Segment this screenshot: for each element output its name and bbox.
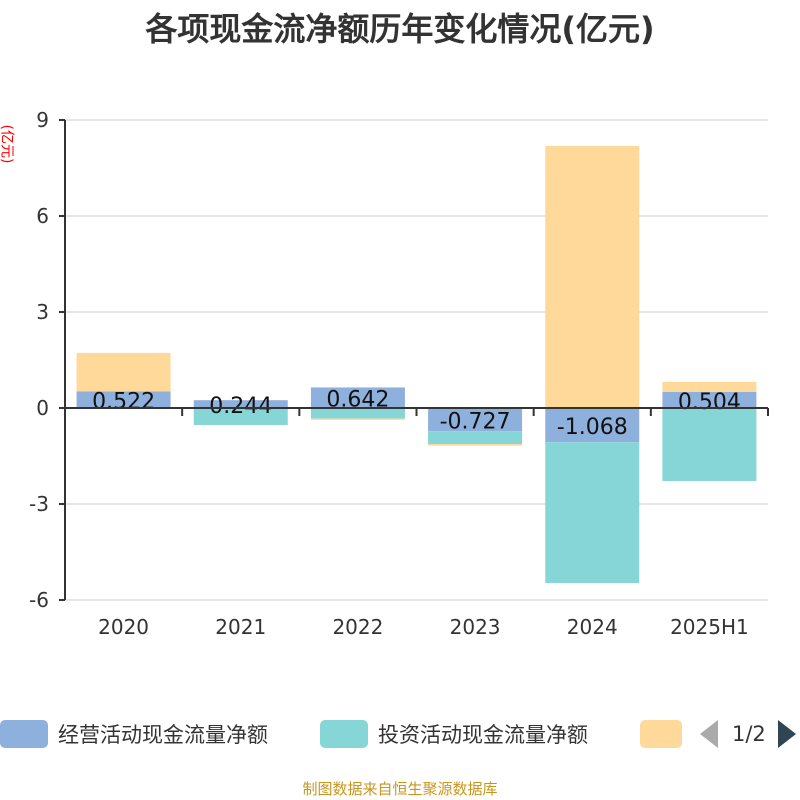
legend-swatch xyxy=(640,720,682,748)
bar-2020-series-0 xyxy=(76,391,171,408)
bar-2024-series-2 xyxy=(545,145,640,409)
chart-title: 各项现金流净额历年变化情况(亿元) xyxy=(145,10,655,48)
data-label: 0.522 xyxy=(92,390,155,415)
data-label: 0.244 xyxy=(209,394,272,419)
x-tick-label: 2024 xyxy=(567,615,618,639)
prev-page-icon[interactable] xyxy=(700,720,718,748)
bar-2022-series-2 xyxy=(310,418,405,420)
source-note: 制图数据来自恒生聚源数据库 xyxy=(302,780,498,798)
legend-pager: 1/2 xyxy=(700,718,796,750)
legend-item-financing[interactable] xyxy=(640,718,692,750)
legend-label: 经营活动现金流量净额 xyxy=(58,723,268,747)
y-tick-label: -6 xyxy=(29,588,49,612)
data-label: -0.727 xyxy=(440,410,511,435)
bar-2023-series-1 xyxy=(428,431,523,445)
bar-2024-series-0 xyxy=(545,408,640,443)
bar-2025H1-series-1 xyxy=(662,408,757,481)
bar-2024-series-1 xyxy=(545,442,640,583)
legend-swatch xyxy=(0,720,48,748)
bar-2020-series-2 xyxy=(76,352,171,392)
x-tick-label: 2025H1 xyxy=(670,615,749,639)
bar-2022-series-0 xyxy=(310,387,405,408)
x-tick-label: 2021 xyxy=(215,615,266,639)
y-tick-label: -3 xyxy=(29,492,49,516)
bar-2021-series-1 xyxy=(193,408,288,425)
y-tick-label: 3 xyxy=(36,300,49,324)
bar-2023-series-2 xyxy=(428,444,523,446)
legend-item-investing[interactable]: 投资活动现金流量净额 xyxy=(320,718,588,750)
bar-2021-series-0 xyxy=(193,400,288,408)
y-tick-label: 6 xyxy=(36,204,49,228)
x-tick-label: 2022 xyxy=(332,615,383,639)
plot-area: -6-303690.52220200.24420210.6422022-0.72… xyxy=(29,108,769,639)
y-tick-label: 0 xyxy=(36,396,49,420)
data-label: 0.504 xyxy=(678,390,741,415)
bar-2025H1-series-0 xyxy=(662,391,757,408)
legend-page-indicator: 1/2 xyxy=(732,722,766,746)
x-tick-label: 2023 xyxy=(450,615,501,639)
legend-item-operating[interactable]: 经营活动现金流量净额 xyxy=(0,718,268,750)
bar-2023-series-0 xyxy=(428,408,523,432)
bar-2022-series-1 xyxy=(310,408,405,419)
x-tick-label: 2020 xyxy=(98,615,149,639)
bar-2025H1-series-2 xyxy=(662,381,757,392)
legend-label: 投资活动现金流量净额 xyxy=(378,723,588,747)
y-tick-label: 9 xyxy=(36,108,49,132)
next-page-icon[interactable] xyxy=(777,720,796,748)
legend-swatch xyxy=(320,720,368,748)
data-label: -1.068 xyxy=(557,415,628,440)
